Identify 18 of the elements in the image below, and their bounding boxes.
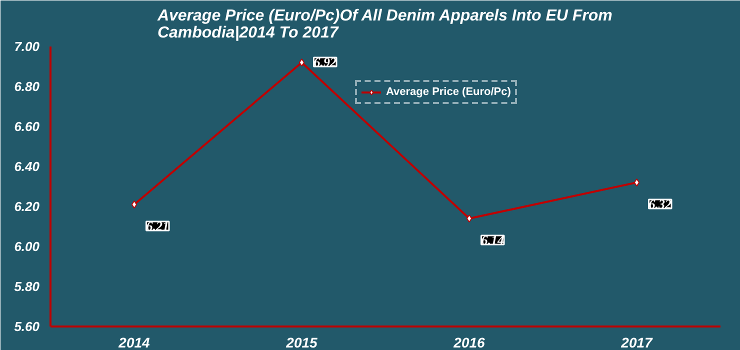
x-tick-label: 2015 [285,334,318,350]
point [634,178,640,186]
y-tick-label: 6.40 [14,159,40,174]
y-tick-label: 5.60 [14,319,40,334]
y-tick-label: 5.80 [14,279,40,294]
y-tick-label: 6.20 [14,199,40,214]
x-tick-label: 2016 [452,334,486,350]
y-tick-label: 6.60 [14,119,40,134]
point [131,200,138,208]
point [466,214,472,222]
y-tick-label: 7.00 [14,39,40,54]
y-tick-label: 6.80 [14,79,40,94]
legend-label: Average Price (Euro/Pc) [386,86,511,98]
chart-title: Average Price (Euro/Pc)Of All Denim Apparels Into EU From Cambodia|2014 To 2017 [156,8,612,42]
x-tick-label: 2017 [620,334,654,350]
x-tick-label: 2014 [118,334,150,350]
y-tick-label: 6.00 [14,239,40,254]
point [298,58,305,66]
